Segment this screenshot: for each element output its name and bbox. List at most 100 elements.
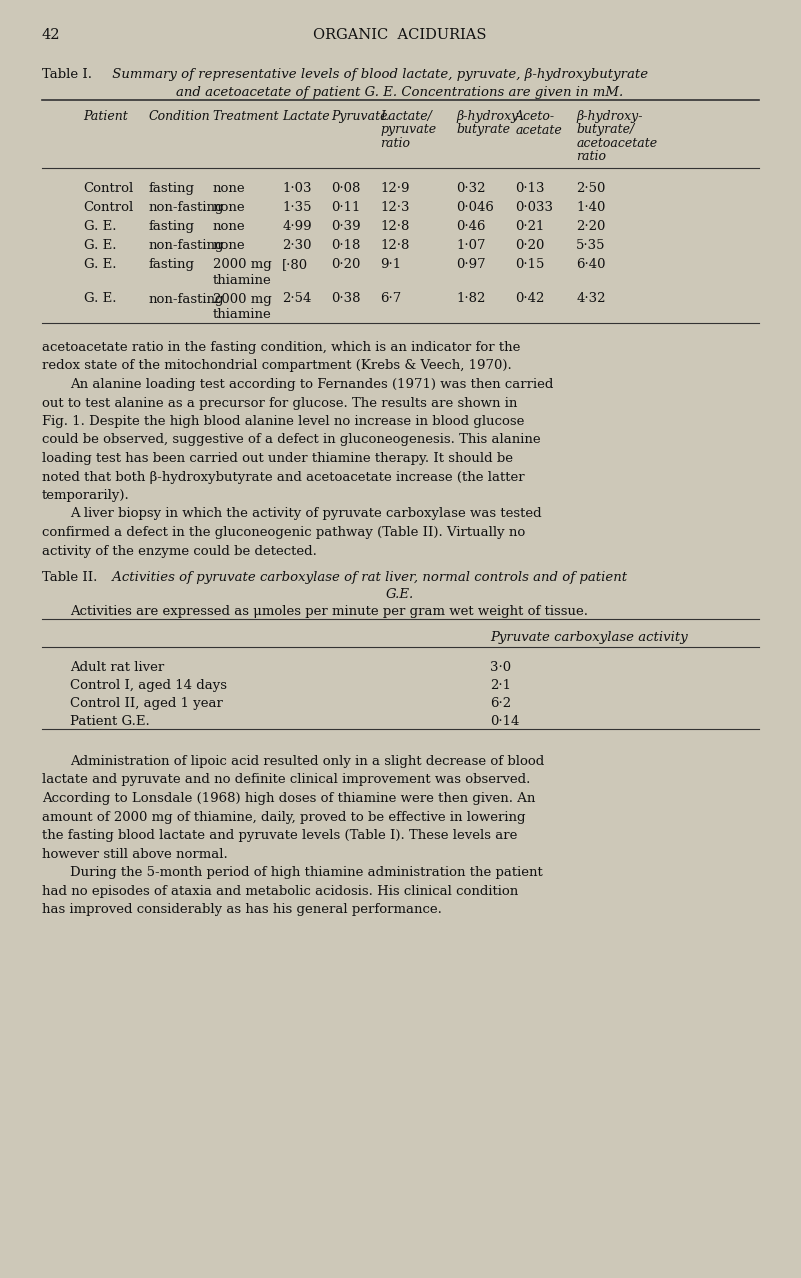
Text: 1·40: 1·40 bbox=[576, 201, 606, 213]
Text: non-fasting: non-fasting bbox=[148, 239, 223, 252]
Text: 0·14: 0·14 bbox=[490, 714, 519, 728]
Text: non-fasting: non-fasting bbox=[148, 293, 223, 305]
Text: lactate and pyruvate and no definite clinical improvement was observed.: lactate and pyruvate and no definite cli… bbox=[42, 773, 530, 786]
Text: Lactate: Lactate bbox=[282, 110, 330, 123]
Text: 4·99: 4·99 bbox=[282, 220, 312, 233]
Text: thiamine: thiamine bbox=[212, 308, 272, 321]
Text: Activities are expressed as μmoles per minute per gram wet weight of tissue.: Activities are expressed as μmoles per m… bbox=[70, 604, 588, 619]
Text: out to test alanine as a precursor for glucose. The results are shown in: out to test alanine as a precursor for g… bbox=[42, 396, 517, 409]
Text: 12·8: 12·8 bbox=[380, 239, 410, 252]
Text: temporarily).: temporarily). bbox=[42, 489, 130, 502]
Text: fasting: fasting bbox=[148, 220, 194, 233]
Text: ratio: ratio bbox=[380, 137, 410, 150]
Text: G. E.: G. E. bbox=[83, 258, 116, 271]
Text: 12·8: 12·8 bbox=[380, 220, 410, 233]
Text: 2·1: 2·1 bbox=[490, 679, 511, 691]
Text: ORGANIC  ACIDURIAS: ORGANIC ACIDURIAS bbox=[313, 28, 487, 42]
Text: confirmed a defect in the gluconeogenic pathway (Table II). Virtually no: confirmed a defect in the gluconeogenic … bbox=[42, 527, 525, 539]
Text: Table I.: Table I. bbox=[42, 68, 92, 81]
Text: could be observed, suggestive of a defect in gluconeogenesis. This alanine: could be observed, suggestive of a defec… bbox=[42, 433, 541, 446]
Text: acetate: acetate bbox=[515, 124, 562, 137]
Text: the fasting blood lactate and pyruvate levels (Table I). These levels are: the fasting blood lactate and pyruvate l… bbox=[42, 829, 517, 842]
Text: amount of 2000 mg of thiamine, daily, proved to be effective in lowering: amount of 2000 mg of thiamine, daily, pr… bbox=[42, 810, 525, 823]
Text: activity of the enzyme could be detected.: activity of the enzyme could be detected… bbox=[42, 544, 317, 557]
Text: 6·7: 6·7 bbox=[380, 293, 401, 305]
Text: 1·07: 1·07 bbox=[457, 239, 486, 252]
Text: none: none bbox=[212, 239, 245, 252]
Text: 2·50: 2·50 bbox=[576, 181, 606, 196]
Text: 1·82: 1·82 bbox=[457, 293, 485, 305]
Text: 2000 mg: 2000 mg bbox=[212, 258, 272, 271]
Text: 0·21: 0·21 bbox=[515, 220, 545, 233]
Text: however still above normal.: however still above normal. bbox=[42, 847, 227, 860]
Text: had no episodes of ataxia and metabolic acidosis. His clinical condition: had no episodes of ataxia and metabolic … bbox=[42, 884, 518, 897]
Text: 42: 42 bbox=[42, 28, 61, 42]
Text: 0·46: 0·46 bbox=[457, 220, 486, 233]
Text: 0·13: 0·13 bbox=[515, 181, 545, 196]
Text: 0·32: 0·32 bbox=[457, 181, 486, 196]
Text: 6·2: 6·2 bbox=[490, 697, 511, 711]
Text: 0·08: 0·08 bbox=[331, 181, 360, 196]
Text: 0·11: 0·11 bbox=[331, 201, 360, 213]
Text: G. E.: G. E. bbox=[83, 293, 116, 305]
Text: Pyruvate: Pyruvate bbox=[331, 110, 388, 123]
Text: 12·3: 12·3 bbox=[380, 201, 410, 213]
Text: has improved considerably as has his general performance.: has improved considerably as has his gen… bbox=[42, 904, 442, 916]
Text: Condition: Condition bbox=[148, 110, 210, 123]
Text: loading test has been carried out under thiamine therapy. It should be: loading test has been carried out under … bbox=[42, 452, 513, 465]
Text: 2000 mg: 2000 mg bbox=[212, 293, 272, 305]
Text: 9·1: 9·1 bbox=[380, 258, 401, 271]
Text: Lactate/: Lactate/ bbox=[380, 110, 433, 123]
Text: none: none bbox=[212, 201, 245, 213]
Text: pyruvate: pyruvate bbox=[380, 124, 437, 137]
Text: Adult rat liver: Adult rat liver bbox=[70, 661, 164, 674]
Text: G. E.: G. E. bbox=[83, 220, 116, 233]
Text: 5·35: 5·35 bbox=[576, 239, 606, 252]
Text: and acetoacetate of patient G. E. Concentrations are given in mM.: and acetoacetate of patient G. E. Concen… bbox=[176, 86, 624, 98]
Text: Summary of representative levels of blood lactate, pyruvate, β-hydroxybutyrate: Summary of representative levels of bloo… bbox=[108, 68, 648, 81]
Text: Control II, aged 1 year: Control II, aged 1 year bbox=[70, 697, 223, 711]
Text: fasting: fasting bbox=[148, 258, 194, 271]
Text: Control: Control bbox=[83, 201, 134, 213]
Text: β-hydroxy-: β-hydroxy- bbox=[576, 110, 642, 123]
Text: Control I, aged 14 days: Control I, aged 14 days bbox=[70, 679, 227, 691]
Text: G.E.: G.E. bbox=[386, 588, 414, 601]
Text: G. E.: G. E. bbox=[83, 239, 116, 252]
Text: Table II.: Table II. bbox=[42, 571, 98, 584]
Text: noted that both β-hydroxybutyrate and acetoacetate increase (the latter: noted that both β-hydroxybutyrate and ac… bbox=[42, 470, 525, 483]
Text: butyrate/: butyrate/ bbox=[576, 124, 634, 137]
Text: Activities of pyruvate carboxylase of rat liver, normal controls and of patient: Activities of pyruvate carboxylase of ra… bbox=[108, 571, 627, 584]
Text: According to Lonsdale (1968) high doses of thiamine were then given. An: According to Lonsdale (1968) high doses … bbox=[42, 792, 535, 805]
Text: 0·033: 0·033 bbox=[515, 201, 553, 213]
Text: 3·0: 3·0 bbox=[490, 661, 511, 674]
Text: Patient: Patient bbox=[83, 110, 128, 123]
Text: none: none bbox=[212, 181, 245, 196]
Text: 0·38: 0·38 bbox=[331, 293, 360, 305]
Text: Fig. 1. Despite the high blood alanine level no increase in blood glucose: Fig. 1. Despite the high blood alanine l… bbox=[42, 415, 525, 428]
Text: fasting: fasting bbox=[148, 181, 194, 196]
Text: An alanine loading test according to Fernandes (1971) was then carried: An alanine loading test according to Fer… bbox=[70, 378, 553, 391]
Text: Patient G.E.: Patient G.E. bbox=[70, 714, 150, 728]
Text: 0·39: 0·39 bbox=[331, 220, 360, 233]
Text: butyrate: butyrate bbox=[457, 124, 510, 137]
Text: 2·20: 2·20 bbox=[576, 220, 606, 233]
Text: acetoacetate: acetoacetate bbox=[576, 137, 658, 150]
Text: acetoacetate ratio in the fasting condition, which is an indicator for the: acetoacetate ratio in the fasting condit… bbox=[42, 341, 521, 354]
Text: [·80: [·80 bbox=[282, 258, 308, 271]
Text: 1·35: 1·35 bbox=[282, 201, 312, 213]
Text: 1·03: 1·03 bbox=[282, 181, 312, 196]
Text: Administration of lipoic acid resulted only in a slight decrease of blood: Administration of lipoic acid resulted o… bbox=[70, 755, 544, 768]
Text: 12·9: 12·9 bbox=[380, 181, 410, 196]
Text: During the 5-month period of high thiamine administration the patient: During the 5-month period of high thiami… bbox=[70, 866, 543, 879]
Text: Aceto-: Aceto- bbox=[515, 110, 555, 123]
Text: 0·20: 0·20 bbox=[515, 239, 545, 252]
Text: non-fasting: non-fasting bbox=[148, 201, 223, 213]
Text: 0·046: 0·046 bbox=[457, 201, 494, 213]
Text: 0·18: 0·18 bbox=[331, 239, 360, 252]
Text: none: none bbox=[212, 220, 245, 233]
Text: 6·40: 6·40 bbox=[576, 258, 606, 271]
Text: thiamine: thiamine bbox=[212, 273, 272, 286]
Text: Pyruvate carboxylase activity: Pyruvate carboxylase activity bbox=[490, 631, 688, 644]
Text: 0·20: 0·20 bbox=[331, 258, 360, 271]
Text: Treatment: Treatment bbox=[212, 110, 279, 123]
